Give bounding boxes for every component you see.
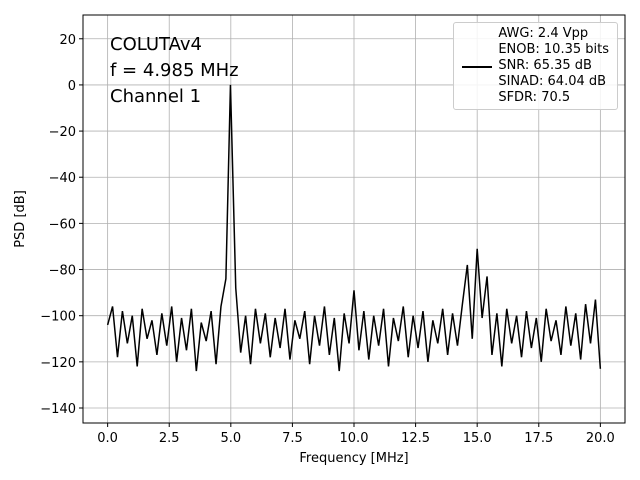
legend-swatch [462, 66, 493, 68]
y-tick-label: −120 [40, 356, 76, 371]
x-tick-label: 15.0 [463, 431, 492, 446]
x-axis-label: Frequency [MHz] [299, 451, 408, 466]
annotation: f = 4.985 MHz [110, 60, 239, 81]
y-tick-label: 20 [59, 33, 76, 48]
legend: AWG: 2.4 Vpp ENOB: 10.35 bits SNR: 65.35… [453, 22, 618, 110]
x-tick-label: 7.5 [282, 431, 303, 446]
y-tick-label: −60 [49, 217, 76, 232]
data-line [106, 84, 602, 372]
y-tick-label: −40 [49, 171, 76, 186]
legend-label: AWG: 2.4 Vpp ENOB: 10.35 bits SNR: 65.35… [498, 26, 609, 105]
y-tick-label: −80 [49, 264, 76, 279]
x-tick-label: 17.5 [524, 431, 553, 446]
x-tick-label: 2.5 [159, 431, 180, 446]
x-tick-label: 12.5 [401, 431, 430, 446]
y-tick-label: −20 [49, 125, 76, 140]
y-tick-label: −140 [40, 402, 76, 417]
x-tick-label: 5.0 [220, 431, 241, 446]
annotation: Channel 1 [110, 86, 201, 107]
y-tick-label: −100 [40, 310, 76, 325]
x-tick-label: 20.0 [586, 431, 615, 446]
y-tick-label: 0 [68, 79, 76, 94]
annotation: COLUTAv4 [110, 34, 202, 55]
x-tick-label: 0.0 [97, 431, 118, 446]
plot-frame [82, 14, 626, 424]
y-axis-label: PSD [dB] [13, 190, 28, 248]
x-tick-label: 10.0 [340, 431, 369, 446]
